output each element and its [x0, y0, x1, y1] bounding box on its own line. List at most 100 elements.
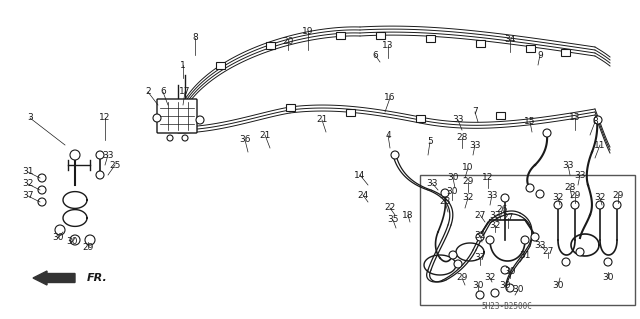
Bar: [426, 34, 435, 41]
Text: 29: 29: [83, 243, 93, 253]
Bar: [525, 44, 534, 51]
Text: 33: 33: [102, 151, 114, 160]
Bar: [266, 41, 275, 48]
Text: 32: 32: [22, 180, 34, 189]
Text: 19: 19: [302, 27, 314, 36]
Text: 30: 30: [447, 174, 459, 182]
Text: 21: 21: [259, 130, 271, 139]
Text: 18: 18: [403, 211, 413, 219]
Text: 6: 6: [372, 50, 378, 60]
Circle shape: [85, 235, 95, 245]
Text: 33: 33: [574, 170, 586, 180]
Circle shape: [543, 129, 551, 137]
Text: 33: 33: [534, 241, 546, 249]
Text: 1: 1: [180, 61, 186, 70]
Bar: [346, 108, 355, 115]
Text: 32: 32: [462, 194, 474, 203]
Circle shape: [536, 190, 544, 198]
Text: 11: 11: [595, 140, 605, 150]
Text: 8: 8: [592, 117, 598, 127]
Bar: [476, 40, 484, 47]
Circle shape: [454, 260, 462, 268]
Text: 29: 29: [456, 273, 468, 283]
Text: 27: 27: [542, 248, 554, 256]
Circle shape: [196, 116, 204, 124]
Text: 16: 16: [384, 93, 396, 102]
Circle shape: [531, 233, 539, 241]
Circle shape: [55, 225, 65, 235]
Text: 30: 30: [512, 286, 524, 294]
Circle shape: [506, 284, 514, 292]
Text: 27: 27: [474, 211, 486, 219]
Circle shape: [521, 236, 529, 244]
Text: 17: 17: [179, 87, 191, 97]
Circle shape: [562, 258, 570, 266]
Text: 25: 25: [109, 160, 121, 169]
Circle shape: [476, 291, 484, 299]
Text: 14: 14: [355, 170, 365, 180]
Text: 31: 31: [22, 167, 34, 176]
Text: 12: 12: [99, 114, 111, 122]
Text: 28: 28: [564, 183, 576, 192]
Circle shape: [153, 114, 161, 122]
Text: 5: 5: [427, 137, 433, 146]
Text: 26: 26: [496, 205, 508, 214]
Text: 20: 20: [282, 38, 294, 47]
Bar: [495, 112, 504, 118]
Circle shape: [604, 258, 612, 266]
Text: 37: 37: [22, 191, 34, 201]
Text: 32: 32: [474, 231, 486, 240]
Circle shape: [491, 289, 499, 297]
Bar: [420, 175, 635, 305]
Circle shape: [167, 135, 173, 141]
Text: 33: 33: [452, 115, 464, 124]
Text: 23: 23: [439, 197, 451, 206]
Text: 21: 21: [316, 115, 328, 124]
Circle shape: [596, 201, 604, 209]
Text: 33: 33: [469, 140, 481, 150]
Text: 33: 33: [486, 190, 498, 199]
Circle shape: [38, 174, 46, 182]
Bar: [376, 32, 385, 39]
Text: 37: 37: [474, 254, 486, 263]
Circle shape: [476, 233, 484, 241]
Text: 30: 30: [602, 273, 614, 283]
Text: 32: 32: [595, 194, 605, 203]
Bar: [285, 103, 294, 110]
Text: 29: 29: [462, 177, 474, 187]
FancyArrow shape: [33, 271, 75, 285]
Circle shape: [501, 194, 509, 202]
Bar: [335, 32, 344, 39]
Text: 32: 32: [484, 273, 496, 283]
Circle shape: [526, 184, 534, 192]
FancyBboxPatch shape: [157, 99, 197, 133]
Text: 9: 9: [537, 50, 543, 60]
Text: 5H23-B2500C: 5H23-B2500C: [481, 302, 532, 311]
Circle shape: [554, 201, 562, 209]
Text: 29: 29: [570, 190, 580, 199]
Text: 4: 4: [385, 130, 391, 139]
Text: 13: 13: [569, 114, 580, 122]
Circle shape: [70, 235, 80, 245]
Text: 29: 29: [612, 190, 624, 199]
Text: 31: 31: [519, 250, 531, 259]
Circle shape: [576, 248, 584, 256]
Circle shape: [70, 150, 80, 160]
Text: 8: 8: [192, 33, 198, 42]
Text: 6: 6: [160, 87, 166, 97]
Text: 15: 15: [524, 117, 536, 127]
Text: 28: 28: [456, 133, 468, 143]
Text: 30: 30: [552, 280, 564, 290]
Circle shape: [571, 201, 579, 209]
Text: 27: 27: [502, 213, 514, 222]
Text: 2: 2: [145, 87, 151, 97]
Text: 33: 33: [426, 179, 438, 188]
Text: 10: 10: [462, 164, 474, 173]
Text: 22: 22: [385, 204, 396, 212]
Text: 34: 34: [504, 35, 516, 44]
Circle shape: [182, 135, 188, 141]
Circle shape: [96, 171, 104, 179]
Circle shape: [391, 151, 399, 159]
Text: 35: 35: [387, 216, 399, 225]
Text: 36: 36: [239, 136, 251, 145]
